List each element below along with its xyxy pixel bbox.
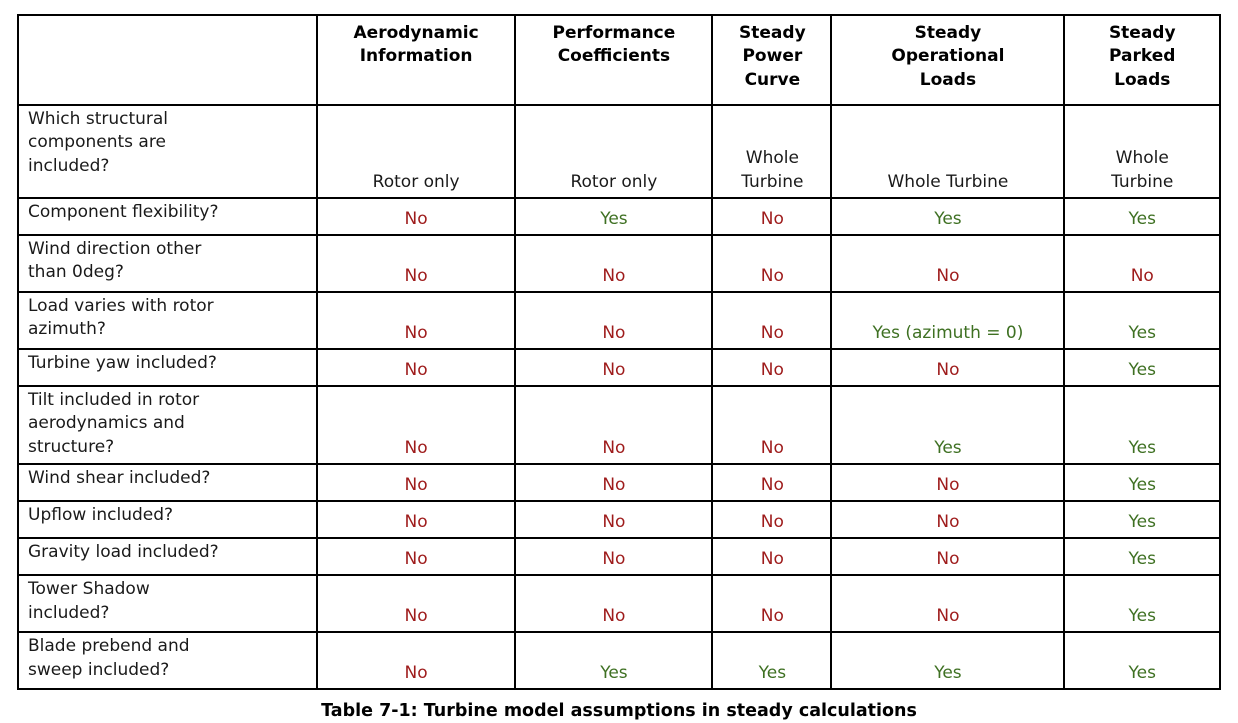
row-label: Component flexibility?: [17, 197, 318, 236]
table-cell: No: [513, 234, 714, 293]
table-row: Tower Shadow included? No No No No Yes: [17, 574, 1221, 634]
table-cell: No: [830, 574, 1065, 634]
table-cell: Rotor only: [315, 104, 516, 199]
row-label: Wind direction other than 0deg?: [17, 234, 318, 293]
table-cell: Yes: [1062, 291, 1221, 350]
table-cell: No: [513, 574, 714, 634]
table-cell: No: [315, 631, 516, 691]
table-cell: Yes: [1062, 463, 1221, 503]
table-cell: Rotor only: [513, 104, 714, 199]
table-cell: No: [513, 537, 714, 577]
row-label: Upflow included?: [17, 500, 318, 540]
column-header: Performance Coefficients: [513, 14, 714, 106]
table-cell: No: [711, 384, 833, 466]
table-row: Component flexibility? No Yes No Yes Yes: [17, 197, 1221, 236]
table-cell: Whole Turbine: [830, 104, 1065, 199]
table-cell: Yes: [830, 197, 1065, 236]
table-row: Load varies with rotor azimuth? No No No Yes…: [17, 291, 1221, 350]
table-cell: Yes: [830, 631, 1065, 691]
table-cell: No: [315, 537, 516, 577]
table-cell: No: [830, 500, 1065, 540]
table-caption: Table 7-1: Turbine model assumptions in …: [321, 701, 917, 722]
row-label: Which structural components are included…: [17, 104, 318, 199]
table-cell: No: [830, 537, 1065, 577]
table-cell: Yes: [711, 631, 833, 691]
table-cell: Whole Turbine: [1062, 104, 1221, 199]
table-row: Which structural components are included…: [17, 104, 1221, 199]
table-cell: Yes: [830, 384, 1065, 466]
table-cell: No: [315, 384, 516, 466]
table-cell: No: [513, 348, 714, 387]
table-cell: Yes: [1062, 500, 1221, 540]
table-cell: Yes: [1062, 197, 1221, 236]
table-cell: Yes: [513, 631, 714, 691]
table-cell: No: [711, 463, 833, 503]
table-row: Turbine yaw included? No No No No Yes: [17, 348, 1221, 387]
column-header: Steady Power Curve: [711, 14, 833, 106]
table-cell: Whole Turbine: [711, 104, 833, 199]
row-label: Wind shear included?: [17, 463, 318, 503]
column-header: Aerodynamic Information: [315, 14, 516, 106]
table-cell: No: [1062, 234, 1221, 293]
table-cell: No: [315, 197, 516, 236]
table-cell: Yes (azimuth = 0): [830, 291, 1065, 350]
table-cell: Yes: [1062, 631, 1221, 691]
row-label: Blade prebend and sweep included?: [17, 631, 318, 691]
table-cell: No: [711, 574, 833, 634]
table-cell: No: [315, 574, 516, 634]
table-cell: No: [711, 537, 833, 577]
table-row: Gravity load included? No No No No Yes: [17, 537, 1221, 577]
column-header: Steady Parked Loads: [1062, 14, 1221, 106]
row-label: Load varies with rotor azimuth?: [17, 291, 318, 350]
table-cell: No: [830, 348, 1065, 387]
table-cell: Yes: [1062, 574, 1221, 634]
table-cell: Yes: [1062, 537, 1221, 577]
table-cell: No: [830, 463, 1065, 503]
table-cell: No: [315, 291, 516, 350]
table-cell: No: [830, 234, 1065, 293]
table-cell: No: [315, 234, 516, 293]
table-row: Upflow included? No No No No Yes: [17, 500, 1221, 540]
table-cell: No: [513, 500, 714, 540]
table-cell: Yes: [1062, 348, 1221, 387]
table-cell: No: [315, 348, 516, 387]
header-row: Aerodynamic Information Performance Coeff…: [17, 14, 1221, 106]
row-label: Gravity load included?: [17, 537, 318, 577]
table-cell: No: [315, 500, 516, 540]
table-cell: No: [711, 500, 833, 540]
table-cell: No: [711, 348, 833, 387]
corner-cell: [17, 14, 318, 106]
table-cell: No: [513, 291, 714, 350]
column-header: Steady Operational Loads: [830, 14, 1065, 106]
table-row: Blade prebend and sweep included? No Yes Ye…: [17, 631, 1221, 691]
row-label: Tilt included in rotor aerodynamics and …: [17, 384, 318, 466]
table-cell: No: [513, 463, 714, 503]
table-cell: Yes: [1062, 384, 1221, 466]
row-label: Tower Shadow included?: [17, 574, 318, 634]
table-cell: No: [711, 291, 833, 350]
table-cell: No: [315, 463, 516, 503]
table-cell: Yes: [513, 197, 714, 236]
table-cell: No: [513, 384, 714, 466]
table-row: Wind direction other than 0deg? No No No No N…: [17, 234, 1221, 293]
table-row: Tilt included in rotor aerodynamics and …: [17, 384, 1221, 466]
table-cell: No: [711, 234, 833, 293]
turbine-assumptions-table: Aerodynamic Information Performance Coeff…: [17, 14, 1221, 691]
table-cell: No: [711, 197, 833, 236]
row-label: Turbine yaw included?: [17, 348, 318, 387]
table-row: Wind shear included? No No No No Yes: [17, 463, 1221, 503]
